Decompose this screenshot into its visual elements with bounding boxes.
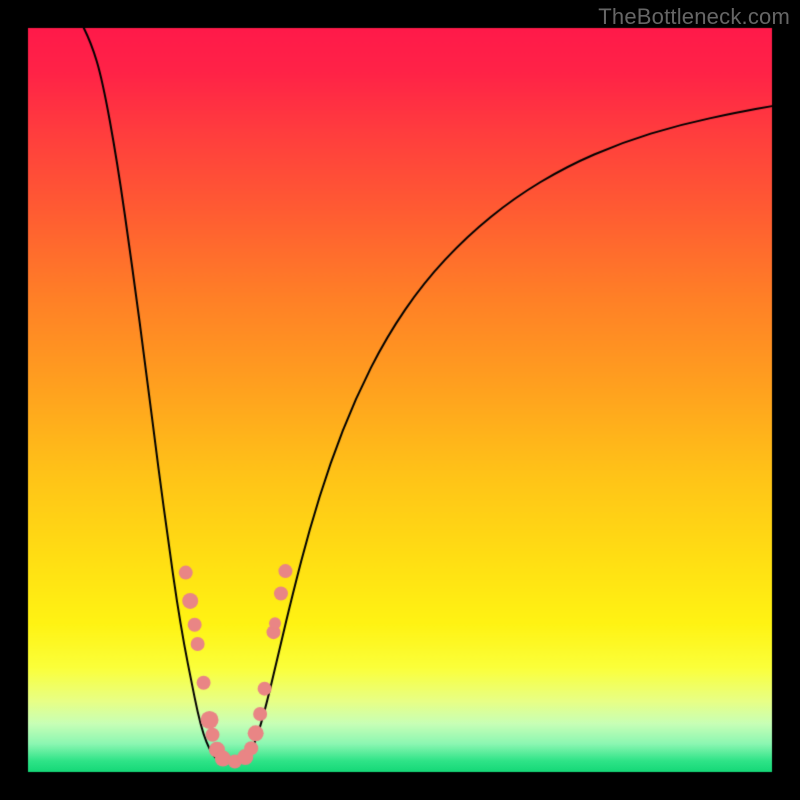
chart-stage: TheBottleneck.com xyxy=(0,0,800,800)
bottleneck-curve-chart xyxy=(0,0,800,800)
watermark-label: TheBottleneck.com xyxy=(598,4,790,30)
